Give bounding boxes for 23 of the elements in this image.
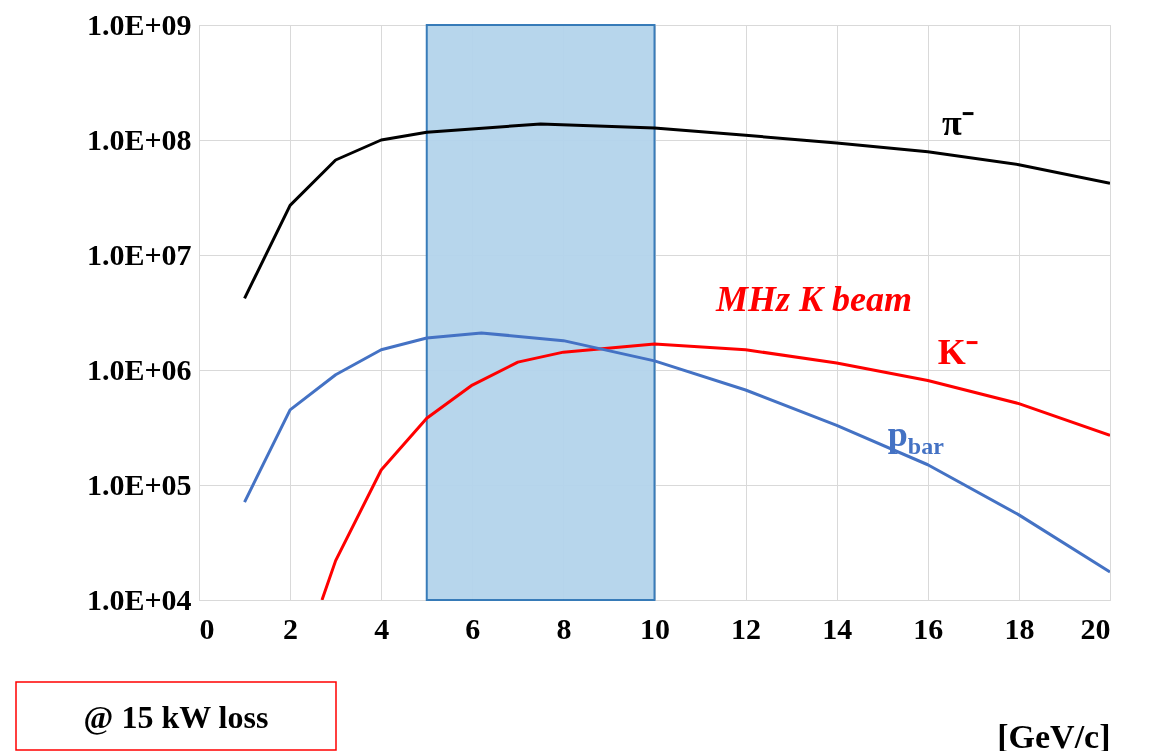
annotation: MHz K beam — [714, 279, 913, 319]
y-tick-label: 1.0E+09 — [86, 7, 192, 41]
y-tick-label: 1.0E+04 — [86, 582, 192, 616]
x-tick-label: 16 — [913, 611, 944, 645]
x-tick-label: 10 — [640, 611, 670, 645]
x-tick-label: 2 — [283, 611, 299, 645]
series-label: K⁻ — [937, 331, 978, 372]
y-tick-label: 1.0E+05 — [86, 467, 192, 501]
line-series — [243, 331, 1110, 574]
x-tick-label: 4 — [374, 611, 390, 645]
text: @ 15 kW loss — [83, 699, 269, 735]
y-tick-label: 1.0E+08 — [86, 122, 192, 156]
x-tick-label: 18 — [1004, 611, 1035, 645]
y-tick-label: 1.0E+06 — [86, 352, 192, 386]
x-tick-label: 8 — [556, 611, 572, 645]
y-tick-label: 1.0E+07 — [86, 237, 192, 271]
x-tick-label: 6 — [465, 611, 481, 645]
x-tick-label: 12 — [731, 611, 762, 645]
series-label: π⁻ — [941, 102, 974, 143]
x-tick-label: 0 — [199, 611, 215, 645]
x-tick-label: 14 — [822, 611, 853, 645]
x-tick-label: 20 — [1080, 611, 1111, 645]
line-series — [320, 342, 1110, 600]
